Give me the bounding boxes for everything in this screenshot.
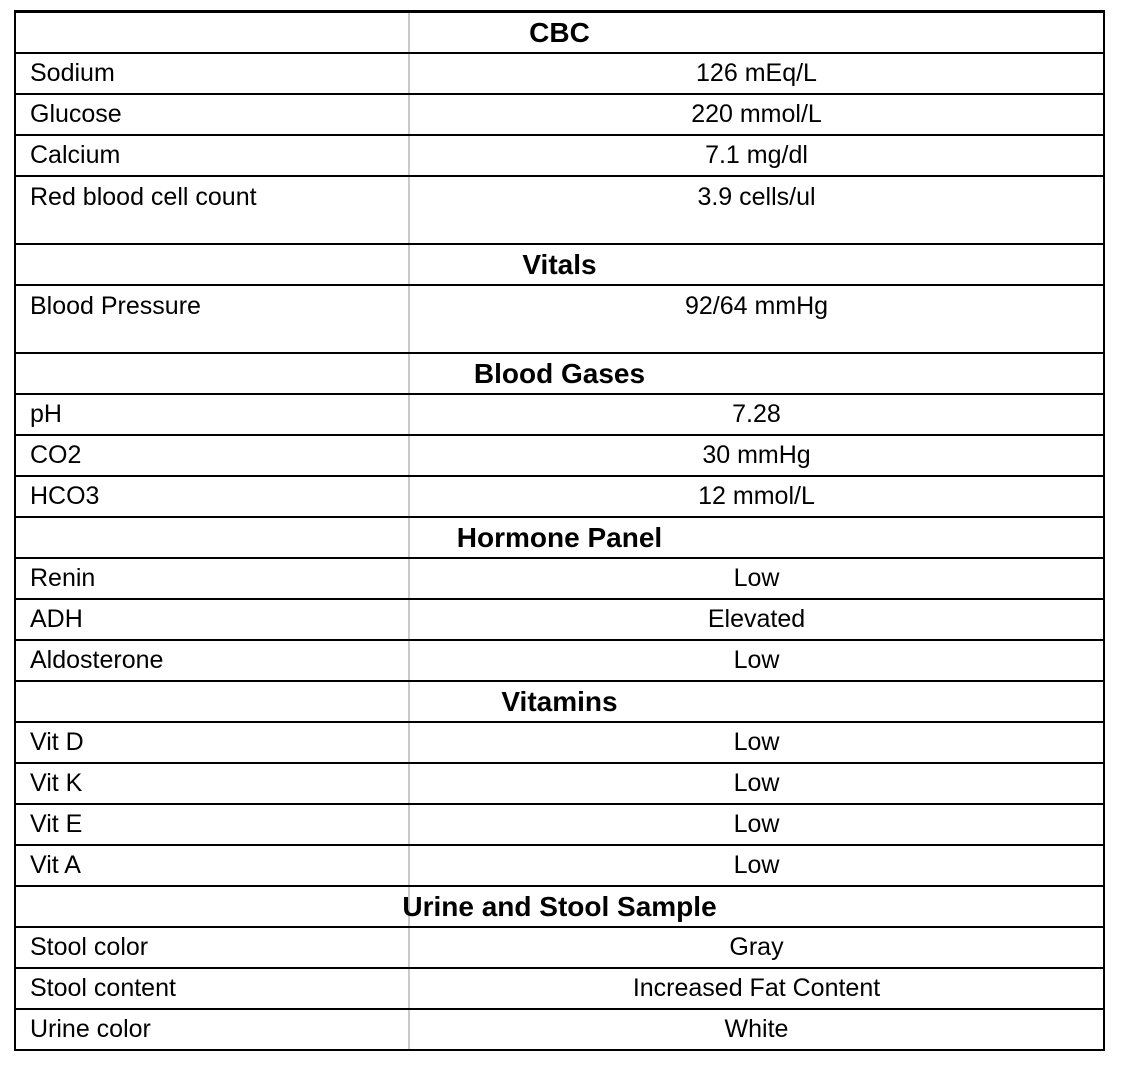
row-value: Gray <box>408 928 1103 967</box>
section-title: Hormone Panel <box>456 521 663 553</box>
row-value: Low <box>408 764 1103 803</box>
section-header-row: Urine and Stool Sample <box>16 887 1103 928</box>
row-value: Low <box>408 641 1103 680</box>
lab-results-table: CBC Sodium 126 mEq/L Glucose 220 mmol/L Calci… <box>14 10 1105 1051</box>
table-row: ADH Elevated <box>16 600 1103 641</box>
row-label: CO2 <box>30 441 82 469</box>
section-header-row: Hormone Panel <box>16 518 1103 559</box>
section-header-row: Vitamins <box>16 682 1103 723</box>
section-title: Vitamins <box>501 685 618 717</box>
table-row: Renin Low <box>16 559 1103 600</box>
row-value: 3.9 cells/ul <box>408 177 1103 243</box>
row-value: 7.28 <box>408 395 1103 434</box>
row-value: Low <box>408 559 1103 598</box>
row-label: ADH <box>30 605 83 633</box>
row-label: Urine color <box>30 1015 151 1043</box>
row-value: Increased Fat Content <box>408 969 1103 1008</box>
row-label: Vit E <box>30 810 83 838</box>
row-label: Stool content <box>30 974 176 1002</box>
row-label: HCO3 <box>30 482 100 510</box>
row-label: Aldosterone <box>30 646 164 674</box>
row-value: 12 mmol/L <box>408 477 1103 516</box>
row-value: Low <box>408 723 1103 762</box>
row-label: Glucose <box>30 100 122 128</box>
section-header-row: Blood Gases <box>16 354 1103 395</box>
section-title: Urine and Stool Sample <box>402 890 717 922</box>
section-title: Vitals <box>522 248 597 280</box>
row-value: 92/64 mmHg <box>408 286 1103 352</box>
section-title: Blood Gases <box>473 357 646 389</box>
row-label: Vit K <box>30 769 83 797</box>
table-row: pH 7.28 <box>16 395 1103 436</box>
row-label: Calcium <box>30 141 121 169</box>
row-label: Renin <box>30 564 96 592</box>
table-row: Vit K Low <box>16 764 1103 805</box>
table-row: Sodium 126 mEq/L <box>16 54 1103 95</box>
table-row: CO2 30 mmHg <box>16 436 1103 477</box>
row-label: Red blood cell count <box>30 183 257 211</box>
table-row: Vit A Low <box>16 846 1103 887</box>
table-row: Red blood cell count 3.9 cells/ul <box>16 177 1103 245</box>
row-value: 30 mmHg <box>408 436 1103 475</box>
table-row: HCO3 12 mmol/L <box>16 477 1103 518</box>
row-label: Sodium <box>30 59 115 87</box>
table-row: Vit E Low <box>16 805 1103 846</box>
table-row: Stool color Gray <box>16 928 1103 969</box>
row-label: pH <box>30 400 62 428</box>
row-value: Elevated <box>408 600 1103 639</box>
section-header-row: CBC <box>16 13 1103 54</box>
table-row: Vit D Low <box>16 723 1103 764</box>
row-label: Blood Pressure <box>30 292 201 320</box>
table-row: Calcium 7.1 mg/dl <box>16 136 1103 177</box>
row-value: 126 mEq/L <box>408 54 1103 93</box>
row-label: Vit A <box>30 851 81 879</box>
row-value: White <box>408 1010 1103 1049</box>
row-label: Vit D <box>30 728 84 756</box>
table-row: Stool content Increased Fat Content <box>16 969 1103 1010</box>
table-row: Urine color White <box>16 1010 1103 1051</box>
table-row: Glucose 220 mmol/L <box>16 95 1103 136</box>
row-value: Low <box>408 805 1103 844</box>
row-value: 220 mmol/L <box>408 95 1103 134</box>
row-value: Low <box>408 846 1103 885</box>
table-row: Aldosterone Low <box>16 641 1103 682</box>
table-row: Blood Pressure 92/64 mmHg <box>16 286 1103 354</box>
row-label: Stool color <box>30 933 149 961</box>
section-title: CBC <box>529 16 590 48</box>
section-header-row: Vitals <box>16 245 1103 286</box>
row-value: 7.1 mg/dl <box>408 136 1103 175</box>
